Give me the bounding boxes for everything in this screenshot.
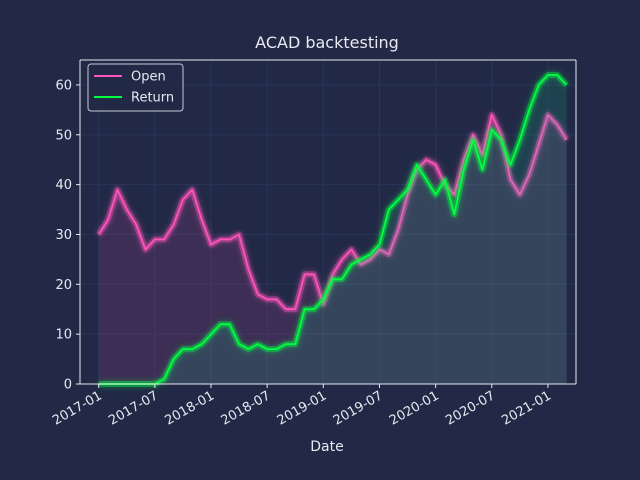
y-tick-label: 40 xyxy=(55,178,72,193)
y-tick-label: 30 xyxy=(55,228,72,243)
y-tick-label: 60 xyxy=(55,78,72,93)
y-tick-label: 10 xyxy=(55,328,72,343)
series-line-return xyxy=(98,74,568,385)
y-tick-label: 0 xyxy=(64,378,72,393)
x-axis-label: Date xyxy=(310,439,343,455)
legend: Open Return xyxy=(87,63,184,112)
legend-label-return: Return xyxy=(131,91,174,106)
chart-title: ACAD backtesting xyxy=(255,33,399,52)
series-line-open xyxy=(97,113,568,311)
legend-label-open: Open xyxy=(131,70,166,85)
series-area-open xyxy=(98,114,567,385)
y-tick-label: 50 xyxy=(55,128,72,143)
series-area-return xyxy=(98,75,567,384)
y-tick-label: 20 xyxy=(55,278,72,293)
